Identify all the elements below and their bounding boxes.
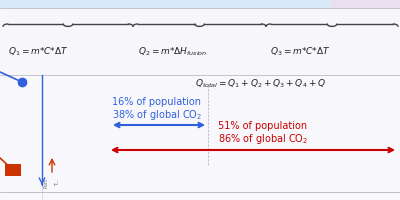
Text: $Q_3 = m{*}C{*}\Delta T$: $Q_3 = m{*}C{*}\Delta T$ [270, 46, 331, 58]
Bar [330, 0, 400, 8]
Bar [0, 8, 400, 75]
Bar [0, 75, 400, 200]
Text: $Q_1 = m{*}C{*}\Delta T$: $Q_1 = m{*}C{*}\Delta T$ [8, 46, 69, 58]
Text: 16% of population: 16% of population [112, 97, 201, 107]
Text: Purc: Purc [43, 178, 48, 188]
Text: 51% of population: 51% of population [218, 121, 307, 131]
Text: T...: T... [55, 180, 60, 186]
Text: 38% of global CO$_2$: 38% of global CO$_2$ [112, 108, 202, 122]
Text: 86% of global CO$_2$: 86% of global CO$_2$ [218, 132, 308, 146]
Bar [5, 164, 21, 176]
Text: $Q_2 = m{*}\Delta H_{fusion}$: $Q_2 = m{*}\Delta H_{fusion}$ [138, 46, 207, 58]
Text: $Q_{total} = Q_1 + Q_2 + Q_3 + Q_4 + Q$: $Q_{total} = Q_1 + Q_2 + Q_3 + Q_4 + Q$ [195, 78, 326, 90]
Bar [0, 0, 400, 8]
